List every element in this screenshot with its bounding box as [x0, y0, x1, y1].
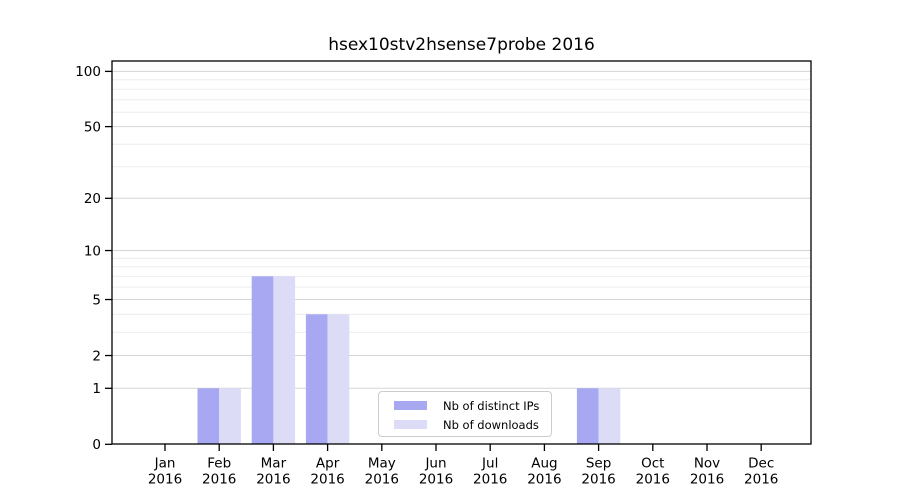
bar-downloads-feb [219, 388, 241, 444]
y-tick-label: 10 [84, 243, 101, 259]
y-tick-label: 100 [75, 64, 101, 80]
legend-swatch-distinct-ips [394, 400, 427, 411]
x-tick-label-month: Dec [748, 456, 774, 472]
legend-item-downloads: Nb of downloads [394, 418, 545, 432]
x-tick-label-month: Oct [641, 456, 664, 472]
x-tick-label-month: Apr [316, 456, 340, 472]
bar-distinct-ips-mar [251, 276, 274, 444]
bar-downloads-apr [327, 314, 350, 444]
bars [197, 276, 621, 444]
legend: Nb of distinct IPs Nb of downloads [378, 391, 552, 437]
x-tick-label-year: 2016 [473, 472, 507, 488]
x-tick-label-month: Jul [481, 456, 498, 472]
y-tick-label: 5 [92, 292, 101, 308]
bar-distinct-ips-feb [197, 388, 220, 444]
x-tick-label-year: 2016 [148, 472, 182, 488]
x-tick-label-year: 2016 [256, 472, 290, 488]
x-tick-label-year: 2016 [744, 472, 778, 488]
x-tick-label-month: Sep [586, 456, 611, 472]
bar-downloads-sep [598, 388, 621, 444]
y-tick-label: 0 [92, 437, 101, 453]
y-tick-label: 50 [84, 119, 101, 135]
x-axis: Jan2016Feb2016Mar2016Apr2016May2016Jun20… [148, 444, 778, 488]
x-tick-label-month: Jun [424, 456, 446, 472]
bar-distinct-ips-apr [305, 314, 328, 444]
x-tick-label-year: 2016 [202, 472, 236, 488]
x-tick-label-year: 2016 [419, 472, 453, 488]
y-tick-label: 20 [84, 191, 101, 207]
gridlines-minor [112, 79, 811, 333]
x-tick-label-month: Nov [694, 456, 720, 472]
legend-label-distinct-ips: Nb of distinct IPs [443, 398, 540, 413]
plot-border [111, 60, 812, 445]
x-tick-label-year: 2016 [365, 472, 399, 488]
x-tick-label-year: 2016 [581, 472, 615, 488]
chart-title: hsex10stv2hsense7probe 2016 [328, 35, 595, 55]
x-tick-label-year: 2016 [636, 472, 670, 488]
x-tick-label-month: Feb [207, 456, 231, 472]
legend-swatch-downloads [394, 419, 427, 430]
x-tick-label-year: 2016 [690, 472, 724, 488]
bar-downloads-mar [273, 276, 296, 444]
x-tick-label-month: Jan [154, 456, 176, 472]
y-tick-label: 2 [92, 348, 101, 364]
x-tick-label-month: Aug [531, 456, 557, 472]
x-tick-label-year: 2016 [527, 472, 561, 488]
y-tick-label: 1 [92, 381, 101, 397]
x-tick-label-month: May [368, 456, 396, 472]
x-tick-label-month: Mar [261, 456, 287, 472]
x-tick-label-year: 2016 [310, 472, 344, 488]
y-axis: 0 1 2 5 10 20 50 100 [75, 64, 112, 453]
legend-item-distinct-ips: Nb of distinct IPs [394, 399, 545, 413]
bar-distinct-ips-sep [576, 388, 599, 444]
gridlines-major [112, 70, 811, 389]
legend-label-downloads: Nb of downloads [443, 417, 539, 432]
